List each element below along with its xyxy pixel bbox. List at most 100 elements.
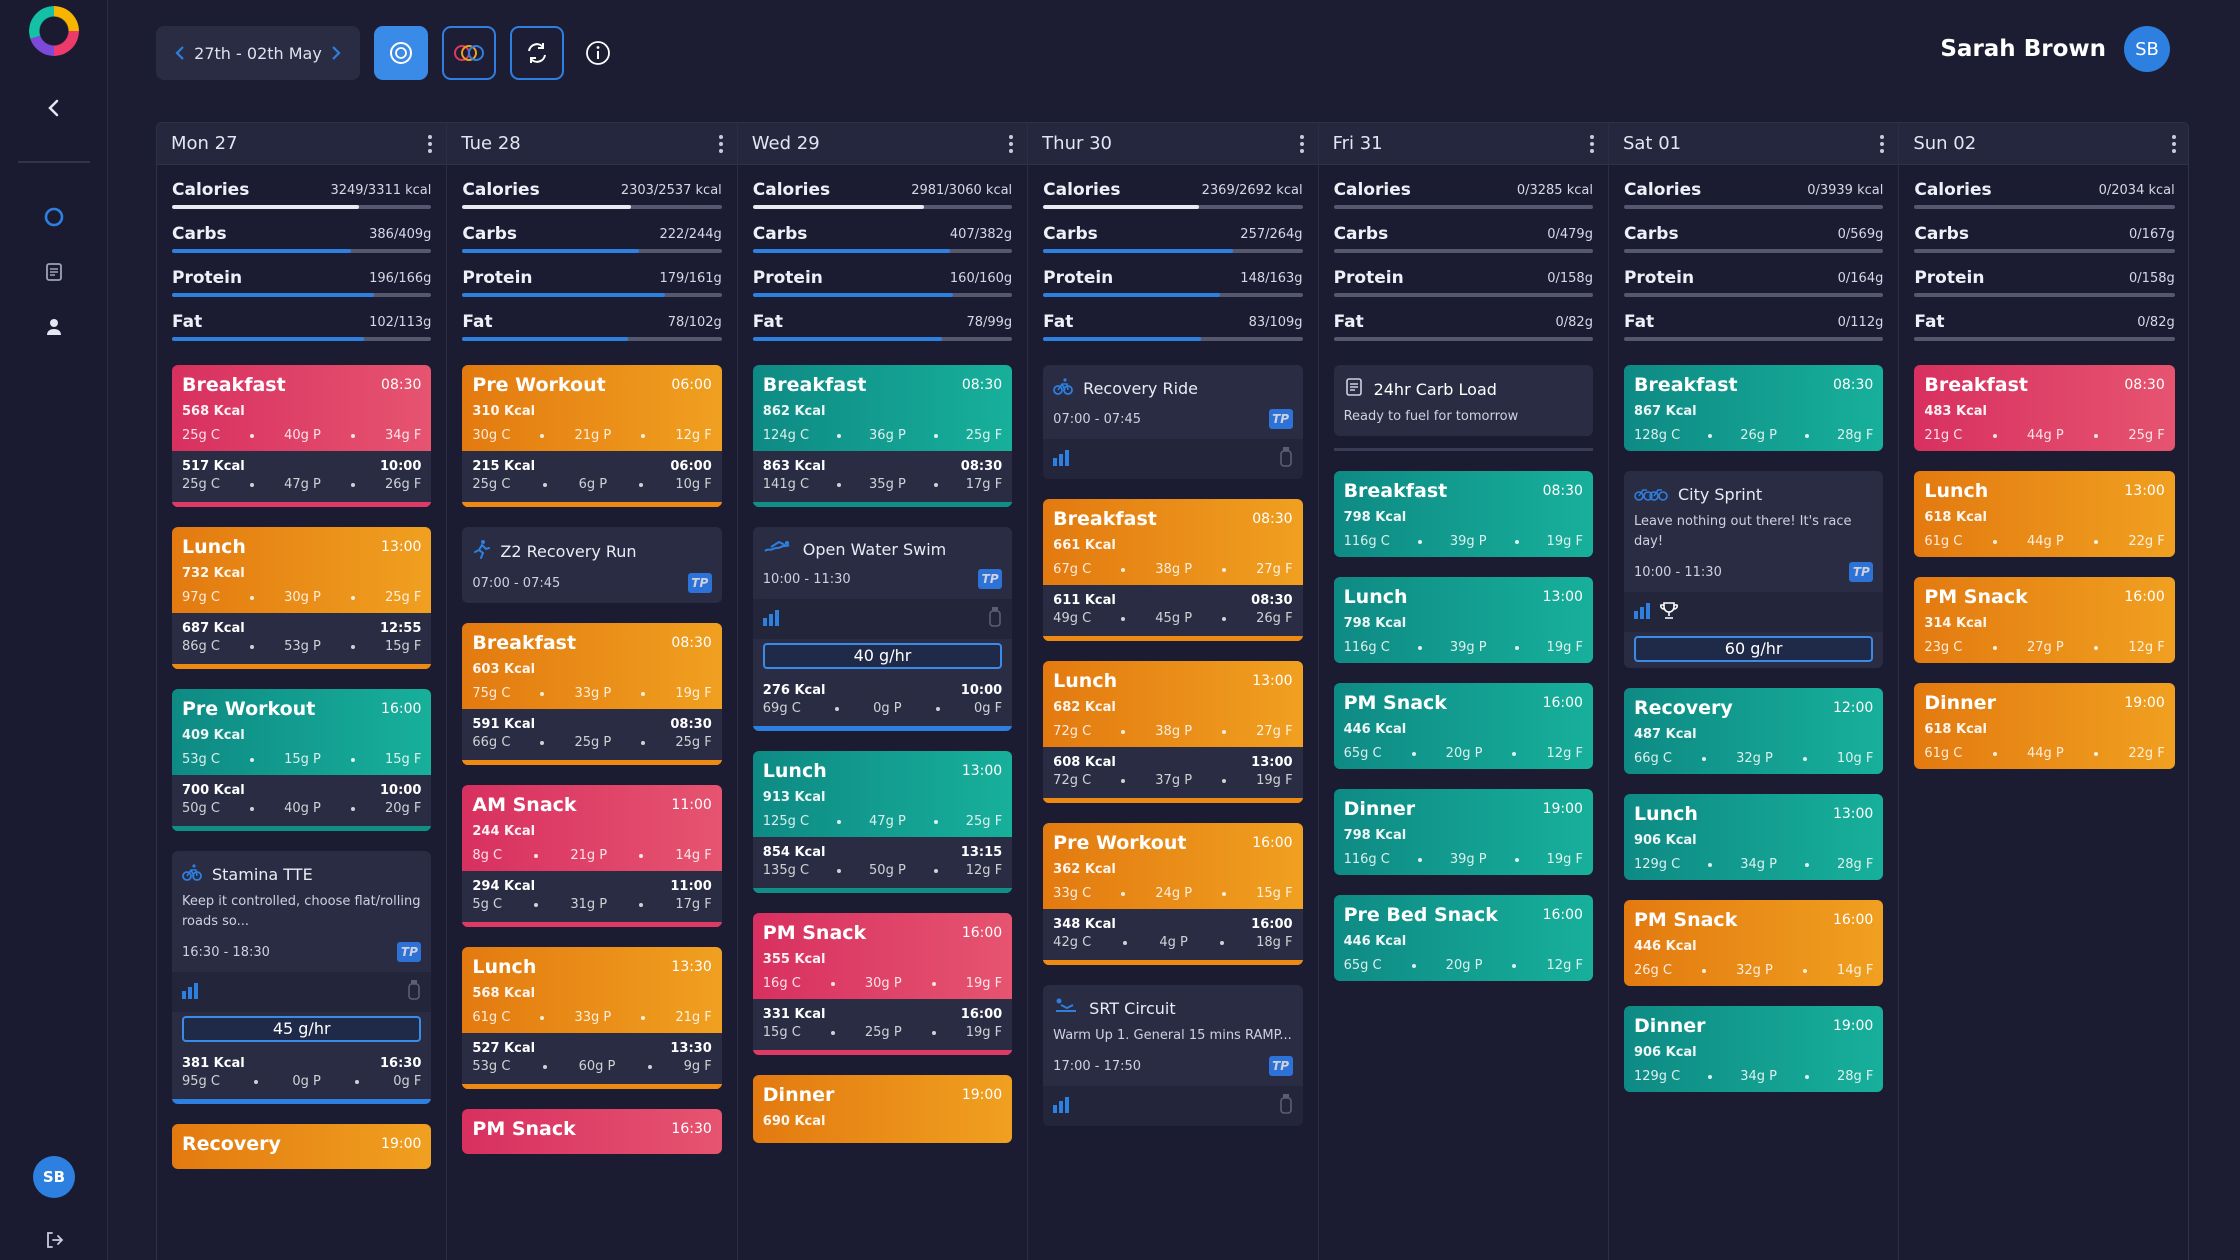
fat-value: 0g F [973,701,1003,716]
meal-time: 11:00 [671,797,712,813]
fat-value: 19g F [1546,534,1583,549]
sidebar-item-profile[interactable] [34,307,74,347]
meal-card[interactable]: Breakfast 08:30 798 Kcal 116g C 39g P 19g F [1333,471,1593,557]
meal-card-header: PM Snack 16:00 [1634,909,1873,931]
macro-split: 23g C 27g P 12g F [1924,640,2164,663]
carb-intake-field[interactable]: 60 g/hr [1633,636,1874,662]
plate-icon [390,42,412,64]
sidebar-avatar[interactable]: SB [33,1156,75,1198]
more-menu-icon[interactable] [2171,134,2176,153]
meal-card[interactable]: Dinner 19:00 618 Kcal 61g C 44g P 22g F [1914,683,2175,769]
meal-card-top: PM Snack 16:00 446 Kcal 26g C 32g P 14g F [1624,900,1883,986]
day-column: Wed 29 Calories 2981/3060 kcal Carbs 407/382… [737,123,1029,1260]
more-menu-icon[interactable] [1880,134,1885,153]
workout-time-row: 16:30 - 18:30 TP [172,932,431,972]
sync-button[interactable] [510,26,564,80]
note-card[interactable]: 24hr Carb Load Ready to fuel for tomorrow [1333,365,1593,436]
sidebar-item-plans[interactable] [34,252,74,292]
meal-kcal: 798 Kcal [1343,828,1407,843]
meal-card[interactable]: Breakfast 08:30 603 Kcal 75g C 33g P 19g F 591… [462,623,722,765]
separator-dot [933,433,938,438]
chevron-left-icon[interactable] [174,45,186,61]
meal-card[interactable]: Pre Bed Snack 16:00 446 Kcal 65g C 20g P 12g … [1333,895,1593,981]
meal-card[interactable]: PM Snack 16:00 446 Kcal 26g C 32g P 14g F [1623,900,1884,986]
more-menu-icon[interactable] [1009,134,1014,153]
macros-view-button[interactable] [442,26,496,80]
meal-card[interactable]: Lunch 13:00 732 Kcal 97g C 30g P 25g F 687 Kca… [172,527,432,669]
collapse-sidebar-button[interactable] [34,88,74,128]
chevron-right-icon[interactable] [330,45,342,61]
meal-card[interactable]: AM Snack 11:00 244 Kcal 8g C 21g P 14g F 294 K… [462,785,722,927]
separator-dot [834,706,839,711]
carb-intake-field[interactable]: 40 g/hr [762,643,1003,669]
macro-split: 30g C 21g P 12g F [472,428,711,451]
workout-card[interactable]: SRT Circuit Warm Up 1. General 15 mins RA… [1043,985,1303,1126]
meal-card[interactable]: Lunch 13:00 798 Kcal 116g C 39g P 19g F [1333,577,1593,663]
logged-meal: 294 Kcal 11:00 5g C 31g P 17g F [462,871,722,922]
sidebar-item-dashboard[interactable] [34,197,74,237]
meal-card[interactable]: PM Snack 16:00 446 Kcal 65g C 20g P 12g F [1333,683,1593,769]
fuel-icon [1279,446,1293,472]
more-menu-icon[interactable] [428,134,433,153]
workout-time: 10:00 - 11:30 [1633,564,1722,580]
date-range-picker[interactable]: 27th - 02th May [156,26,360,80]
meal-card[interactable]: Lunch 13:30 568 Kcal 61g C 33g P 21g F 527 Kca… [462,947,722,1089]
meal-card[interactable]: PM Snack 16:00 355 Kcal 16g C 30g P 19g F 331 … [752,913,1013,1055]
user-menu[interactable]: Sarah Brown SB [1940,26,2170,72]
meal-card-header: Pre Workout 16:00 [182,698,421,720]
more-menu-icon[interactable] [1589,134,1594,153]
meal-card[interactable]: Lunch 13:00 618 Kcal 61g C 44g P 22g F [1914,471,2175,557]
meal-card[interactable]: Dinner 19:00 906 Kcal 129g C 34g P 28g F [1623,1006,1884,1092]
meal-card[interactable]: Breakfast 08:30 568 Kcal 25g C 40g P 34g F 517… [172,365,432,507]
carb-intake-field[interactable]: 45 g/hr [182,1016,422,1042]
macro-name: Calories [1623,180,1702,200]
meal-time: 19:00 [1542,801,1583,817]
meal-card[interactable]: Lunch 13:00 906 Kcal 129g C 34g P 28g F [1623,794,1884,880]
logged-meal: 517 Kcal 10:00 25g C 47g P 26g F [172,451,432,502]
meal-card[interactable]: Pre Workout 06:00 310 Kcal 30g C 21g P 12g F 2… [462,365,722,507]
meal-card[interactable]: Breakfast 08:30 483 Kcal 21g C 44g P 25g F [1914,365,2175,451]
meal-time: 16:00 [961,925,1003,941]
carbs-value: 97g C [182,590,221,605]
workout-time-row: 07:00 - 07:45 TP [1043,399,1302,439]
more-menu-icon[interactable] [718,134,723,153]
meal-card[interactable]: Lunch 13:00 913 Kcal 125g C 47g P 25g F 854 Kc… [752,751,1013,893]
carbs-value: 61g C [472,1010,511,1025]
meal-time: 16:00 [381,701,422,717]
workout-card[interactable]: Open Water Swim 10:00 - 11:30 TP 40 g/hr 276… [752,527,1013,731]
day-label: Sun 02 [1913,133,1977,154]
meal-card[interactable]: Breakfast 08:30 661 Kcal 67g C 38g P 27g F 611… [1043,499,1303,641]
meal-card[interactable]: Recovery 12:00 487 Kcal 66g C 32g P 10g F [1623,688,1884,774]
separator-dot [1123,940,1128,945]
meal-card[interactable]: Dinner 19:00 690 Kcal [752,1075,1013,1143]
protein-value: 45g P [1155,611,1193,626]
logged-kcal: 700 Kcal [182,783,245,798]
workout-card[interactable]: City Sprint Leave nothing out there! It's… [1623,471,1884,668]
workout-card[interactable]: Recovery Ride 07:00 - 07:45 TP [1043,365,1303,479]
meal-kcal: 568 Kcal [182,404,245,419]
meal-card[interactable]: Breakfast 08:30 867 Kcal 128g C 26g P 28g F [1623,365,1884,451]
separator-dot [931,1030,936,1035]
logout-button[interactable] [34,1220,74,1260]
macro-value: 0/479g [1547,226,1593,242]
workout-card[interactable]: Stamina TTE Keep it controlled, choose fl… [172,851,432,1104]
user-avatar[interactable]: SB [2124,26,2170,72]
meal-card[interactable]: Recovery 19:00 [172,1124,432,1169]
more-menu-icon[interactable] [1299,134,1304,153]
macro-name: Carbs [1623,224,1679,244]
workout-card[interactable]: Z2 Recovery Run 07:00 - 07:45 TP [462,527,722,603]
meal-card[interactable]: Lunch 13:00 682 Kcal 72g C 38g P 27g F 608 Kca… [1043,661,1303,803]
meal-card[interactable]: Dinner 19:00 798 Kcal 116g C 39g P 19g F [1333,789,1593,875]
macro-line: Carbs 386/409g [172,219,431,249]
carbs-value: 15g C [762,1025,801,1040]
meal-card[interactable]: Breakfast 08:30 862 Kcal 124g C 36g P 25g F 86… [752,365,1013,507]
meal-card[interactable]: PM Snack 16:30 [462,1109,722,1154]
meal-card[interactable]: PM Snack 16:00 314 Kcal 23g C 27g P 12g F [1914,577,2175,663]
macro-split: 67g C 38g P 27g F [1053,562,1292,585]
nutrition-view-button[interactable] [374,26,428,80]
meal-card-header: PM Snack 16:00 [763,922,1002,944]
meal-card[interactable]: Pre Workout 16:00 409 Kcal 53g C 15g P 15g F 7… [172,689,432,831]
macro-progress-track [172,249,432,253]
info-button[interactable] [578,33,618,73]
